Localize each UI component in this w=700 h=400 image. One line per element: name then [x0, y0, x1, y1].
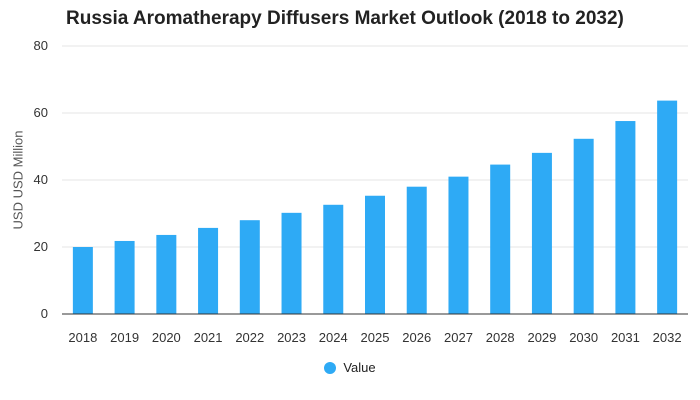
bar[interactable] [615, 121, 636, 314]
x-tick-label: 2019 [110, 330, 139, 345]
x-tick-label: 2024 [319, 330, 348, 345]
x-tick-label: 2028 [486, 330, 515, 345]
bar[interactable] [365, 195, 385, 314]
x-tick-label: 2023 [277, 330, 306, 345]
x-tick-label: 2029 [527, 330, 556, 345]
bar[interactable] [657, 100, 678, 314]
legend-swatch [324, 361, 337, 374]
y-tick-label: 40 [34, 172, 48, 187]
bar[interactable] [490, 164, 511, 314]
bar[interactable] [448, 176, 469, 314]
chart-title: Russia Aromatherapy Diffusers Market Out… [66, 8, 624, 29]
bar[interactable] [406, 186, 427, 314]
x-tick-label: 2027 [444, 330, 473, 345]
x-tick-label: 2020 [152, 330, 181, 345]
y-tick-label: 60 [34, 105, 48, 120]
x-tick-label: 2031 [611, 330, 640, 345]
bar[interactable] [198, 227, 219, 314]
y-tick-labels: 0 20 40 60 80 [34, 38, 48, 321]
bar[interactable] [531, 152, 552, 314]
y-tick-label: 20 [34, 239, 48, 254]
bar[interactable] [281, 212, 302, 314]
bar[interactable] [239, 220, 260, 314]
legend-label: Value [343, 360, 376, 375]
bar[interactable] [323, 204, 344, 314]
x-tick-label: 2030 [569, 330, 598, 345]
legend[interactable]: Value [0, 360, 700, 375]
x-tick-label: 2032 [653, 330, 682, 345]
bar[interactable] [156, 234, 177, 314]
x-tick-label: 2026 [402, 330, 431, 345]
x-tick-label: 2025 [361, 330, 390, 345]
x-tick-label: 2022 [235, 330, 264, 345]
y-tick-label: 0 [41, 306, 48, 321]
x-tick-labels: 2018 2019 2020 2021 2022 2023 2024 2025 2026 2027… [68, 330, 681, 345]
bar[interactable] [573, 138, 594, 314]
bar[interactable] [114, 240, 135, 314]
x-tick-label: 2018 [68, 330, 97, 345]
x-tick-label: 2021 [194, 330, 223, 345]
y-tick-label: 80 [34, 38, 48, 53]
bar[interactable] [72, 247, 93, 314]
bars [72, 100, 678, 314]
